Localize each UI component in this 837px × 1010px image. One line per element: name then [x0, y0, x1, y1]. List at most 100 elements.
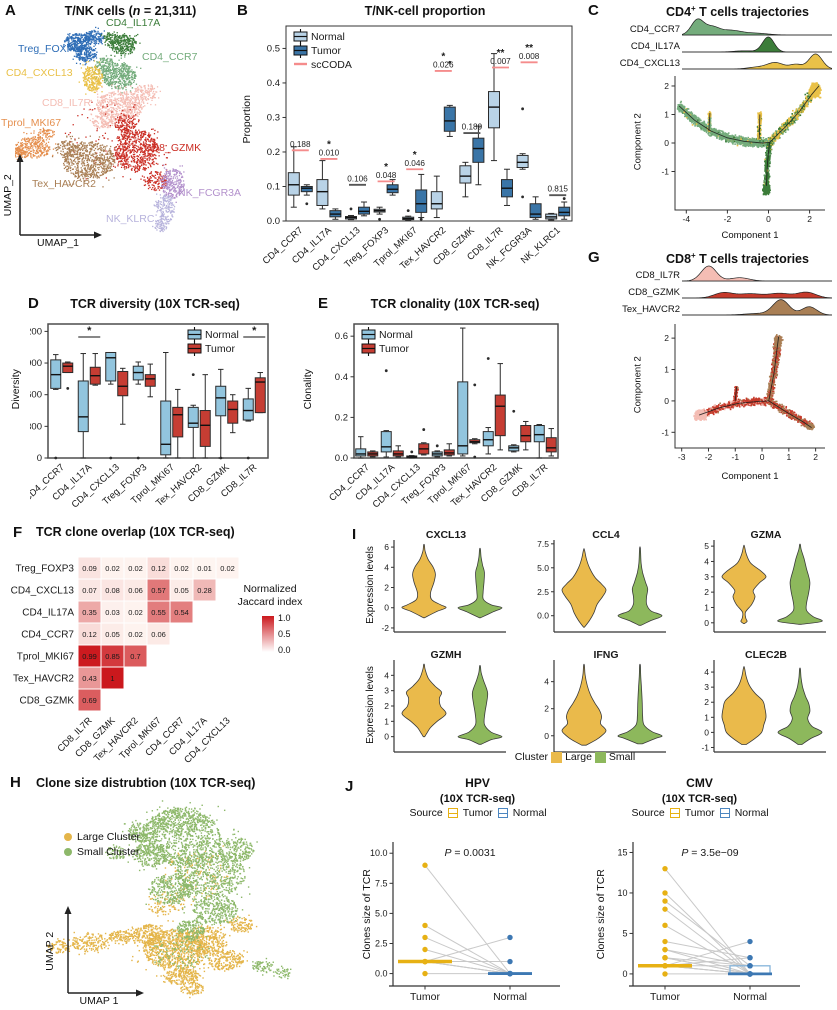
heatmap-value: 0.28: [197, 586, 212, 595]
heatmap-value: 0.02: [220, 564, 235, 573]
tick-label: 0.3: [267, 112, 280, 123]
umap-tnk-axes-arrows: [16, 154, 102, 239]
p-value: 0.106: [347, 174, 368, 183]
box: [300, 185, 313, 193]
hpv-normal-label: Normal: [512, 807, 547, 819]
tick-label: 0: [37, 453, 42, 464]
box: [482, 431, 494, 447]
normal-point: [507, 970, 513, 977]
p-value: 0.815: [547, 185, 568, 194]
heatmap-value: 0.03: [105, 608, 120, 617]
small-swatch: [594, 752, 606, 763]
tumor-point: [422, 862, 428, 868]
violin-cxcl13: CXCL13 -2 0 2 4 6: [381, 529, 506, 633]
panel-f-title: TCR clone overlap (10X TCR-seq): [36, 525, 235, 539]
normal-point: [747, 963, 753, 969]
heatmap-cell: [78, 557, 101, 579]
box: [459, 165, 472, 184]
tick-label: 300: [30, 421, 42, 432]
box: [533, 425, 545, 443]
p-value: 0.048: [376, 171, 397, 180]
tick-label: 7.5: [375, 878, 388, 888]
box: [254, 377, 266, 414]
plot-frame: [353, 323, 559, 459]
jaccard-legend-title: Normalized Jaccard index: [210, 583, 330, 608]
violin-large: [561, 548, 607, 628]
expression-levels-label-row2: Expression levels: [365, 666, 376, 744]
tick-label: 4: [384, 670, 389, 680]
tick-label: 5.0: [537, 563, 549, 573]
normal-point: [747, 971, 753, 977]
heatmap-cell: [101, 601, 124, 623]
jaccard-legend-title-1: Normalized: [243, 583, 297, 595]
component2-label-c: Component 2: [632, 113, 644, 171]
heatmap-value: 0.35: [82, 608, 97, 617]
clone-overlap-heatmap: Treg_FOXP3 0.09 0.02 0.02 0.12 0.02 0.01 0.02 CD…: [11, 557, 239, 766]
clone-size-axes-arrows: [64, 906, 144, 997]
tumor-point: [662, 865, 668, 872]
outlier: [521, 107, 524, 111]
heatmap-cell: [147, 557, 170, 579]
tick-label: 5: [622, 928, 627, 938]
expression-levels-label-row1: Expression levels: [365, 546, 376, 624]
heatmap-value: 0.05: [174, 586, 189, 595]
tick-label: 0.5: [267, 43, 280, 54]
box: [472, 137, 485, 163]
tick-label: 2: [544, 704, 549, 714]
heatmap-cell: [101, 623, 124, 645]
tick-label: 0.4: [267, 78, 280, 89]
heatmap-cell: [170, 601, 193, 623]
component1-label-g: Component 1: [721, 471, 779, 482]
small-cluster-dot: [64, 847, 72, 856]
heatmap-cell: [170, 557, 193, 579]
outlier: [109, 456, 113, 460]
legend-large-cluster: Large Cluster: [64, 832, 140, 843]
tumor-point: [662, 955, 668, 961]
gene-title: GZMA: [751, 529, 782, 541]
panel-h-letter: H: [10, 774, 21, 791]
p-value: P = 3.5e−09: [681, 847, 738, 859]
box: [77, 380, 89, 433]
tick-label: 2: [384, 701, 389, 711]
violin-gzma: GZMA 0 1 2 3 4 5: [704, 529, 826, 633]
box: [144, 374, 156, 387]
hpv-source-label: Source: [409, 807, 443, 819]
legend-small-cluster: Small Cluster: [64, 846, 140, 858]
tcr-clonality-boxplot: 0.00.20.40.6CD4_CCR7CD4_IL17ACD4_CXCL13T…: [327, 323, 559, 511]
gene-title: CLEC2B: [745, 649, 787, 661]
pair-line: [664, 941, 751, 959]
tumor-point: [662, 906, 668, 912]
cluster-label-nk_klrc: NK_KLRC: [106, 213, 155, 225]
tick-label: 3: [704, 682, 709, 692]
umap1-axis-label-a: UMAP_1: [36, 237, 79, 249]
cmv-paired-plot: 0 5 10 15 Tumor Normal P = 3.5e−09: [617, 842, 800, 1003]
panel-a-title-post: = 21,311): [140, 4, 197, 18]
tumor-point: [422, 970, 428, 977]
p-value: 0.010: [319, 148, 340, 157]
violin-legend-title: Cluster: [514, 751, 549, 764]
clonality-y-label: Clonality: [301, 369, 314, 410]
panel-a-title-n: n: [132, 4, 141, 18]
violin-small: [617, 546, 663, 626]
p-value: 0.188: [290, 140, 311, 149]
legend-label: Tumor: [205, 343, 235, 355]
outlier: [54, 456, 58, 460]
heatmap-value: 0.07: [82, 586, 97, 595]
tumor-point: [662, 963, 668, 969]
violin-large: [721, 665, 767, 745]
panel-g-letter: G: [588, 249, 600, 266]
pair-line: [424, 961, 511, 975]
heatmap-value: 0.12: [82, 630, 97, 639]
plot-frame: [285, 25, 573, 222]
box: [430, 191, 443, 210]
heatmap-value: 0.08: [105, 586, 120, 595]
panel-c-letter: C: [588, 2, 599, 19]
heatmap-cell: [193, 579, 216, 601]
cd4-trajectory-canvas: [630, 70, 835, 230]
panel-a-title-pre: T/NK cells (: [64, 4, 133, 18]
x-category-label: Tumor: [650, 991, 680, 1003]
significance-star: **: [525, 43, 533, 54]
tick-label: 0: [544, 731, 549, 741]
outlier: [448, 60, 452, 64]
violin-small: [457, 664, 503, 745]
